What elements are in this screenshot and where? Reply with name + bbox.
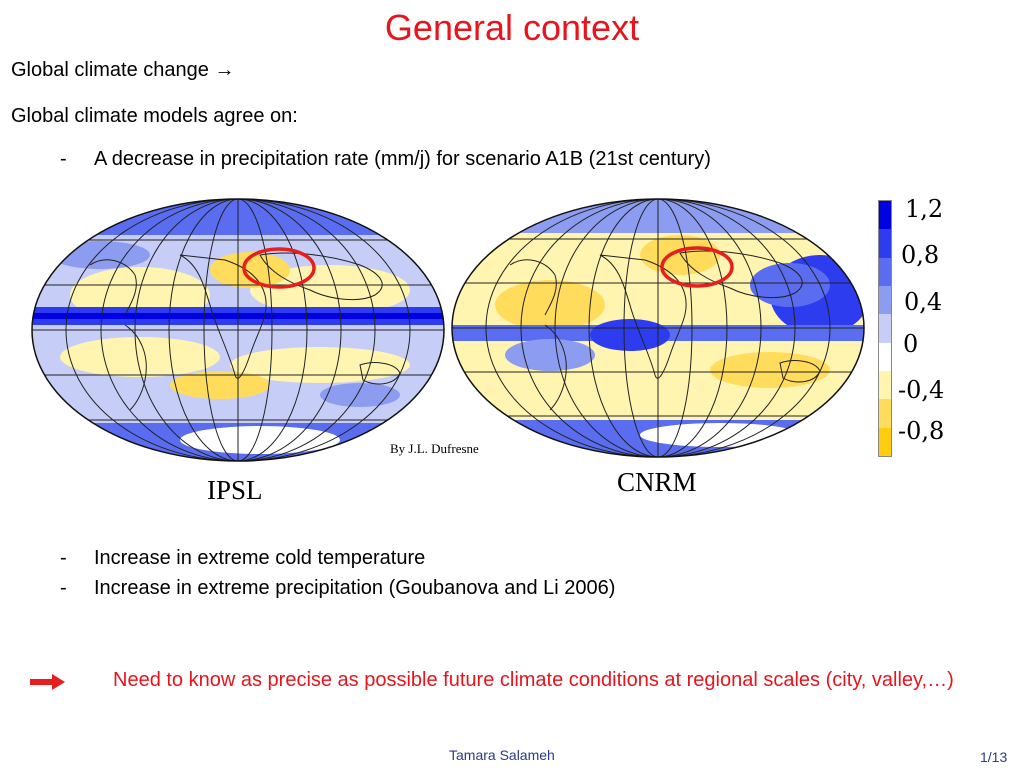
legend-label-0-8: 0,8 — [901, 241, 940, 269]
legend-swatch — [879, 201, 891, 230]
legend-swatch — [879, 342, 891, 371]
legend-swatch — [879, 285, 891, 315]
bullet-text: A decrease in precipitation rate (mm/j) … — [94, 148, 711, 170]
bullet-marker: - — [60, 547, 67, 569]
mediterranean-highlight-right — [660, 246, 734, 288]
footer-author: Tamara Salameh — [449, 747, 555, 763]
legend-swatch — [879, 229, 891, 258]
legend-label-neg-0-4: -0,4 — [898, 376, 945, 404]
color-legend-bar — [878, 200, 892, 457]
map-credit: By J.L. Dufresne — [390, 441, 479, 456]
page-number: 1/13 — [980, 749, 1008, 765]
ipsl-label: IPSL — [207, 475, 263, 505]
legend-label-0: 0 — [903, 330, 919, 358]
mediterranean-highlight-left — [242, 247, 316, 289]
bullet-text: Increase in extreme cold temperature — [94, 547, 426, 569]
conclusion-content: Need to know as precise as possible futu… — [113, 669, 954, 691]
right-arrow-icon — [30, 674, 65, 690]
ipsl-map — [32, 199, 444, 461]
legend-label-neg-0-8: -0,8 — [898, 417, 945, 445]
legend-swatch — [879, 257, 891, 286]
conclusion-text: Need to know as precise as possible futu… — [10, 667, 1013, 693]
bullet-text: Increase in extreme precipitation (Gouba… — [94, 577, 616, 599]
legend-swatch — [879, 370, 891, 400]
legend-label-0-4: 0,4 — [904, 288, 943, 316]
right-arrow-icon: → — [214, 59, 235, 81]
legend-swatch — [879, 399, 891, 428]
bullet-marker: - — [60, 148, 67, 170]
bullet-marker: - — [60, 577, 67, 599]
climate-change-line: Global climate change → — [11, 58, 234, 82]
legend-swatch — [879, 427, 891, 456]
bullet-cold-temperature: - Increase in extreme cold temperature — [60, 546, 425, 570]
climate-change-text: Global climate change — [11, 59, 209, 81]
bullet-decrease-precip: - A decrease in precipitation rate (mm/j)… — [60, 147, 711, 171]
precipitation-maps — [31, 198, 865, 462]
slide-title: General context — [384, 7, 640, 48]
cnrm-label: CNRM — [617, 467, 697, 497]
bullet-extreme-precip: - Increase in extreme precipitation (Goub… — [60, 576, 615, 600]
legend-swatch — [879, 314, 891, 343]
legend-label-1-2: 1,2 — [905, 195, 944, 223]
models-agree-line: Global climate models agree on: — [11, 105, 298, 127]
